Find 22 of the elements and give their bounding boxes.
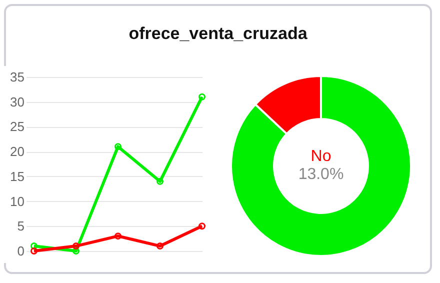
y-tick-label: 10 [10, 194, 24, 209]
point [198, 93, 206, 100]
y-tick-label: 15 [10, 168, 24, 184]
point [30, 248, 38, 254]
y-tick-label: 35 [10, 70, 24, 84]
point [114, 232, 122, 240]
y-tick-label: 0 [17, 244, 24, 258]
data-label: 13.0% [298, 166, 344, 183]
y-tick-label: 30 [10, 94, 24, 110]
point [114, 143, 122, 150]
slice-label: No [310, 148, 332, 165]
point [198, 222, 206, 230]
donut-slice [230, 75, 412, 257]
point [156, 242, 164, 250]
y-tick-label: 20 [10, 144, 24, 160]
point [72, 248, 80, 254]
y-tick-label: 5 [17, 218, 24, 234]
point [156, 178, 164, 185]
point [72, 242, 80, 250]
y-tick-label: 25 [10, 119, 24, 134]
point [30, 242, 38, 250]
chart-title: ofrece_venta_cruzada [128, 24, 308, 44]
